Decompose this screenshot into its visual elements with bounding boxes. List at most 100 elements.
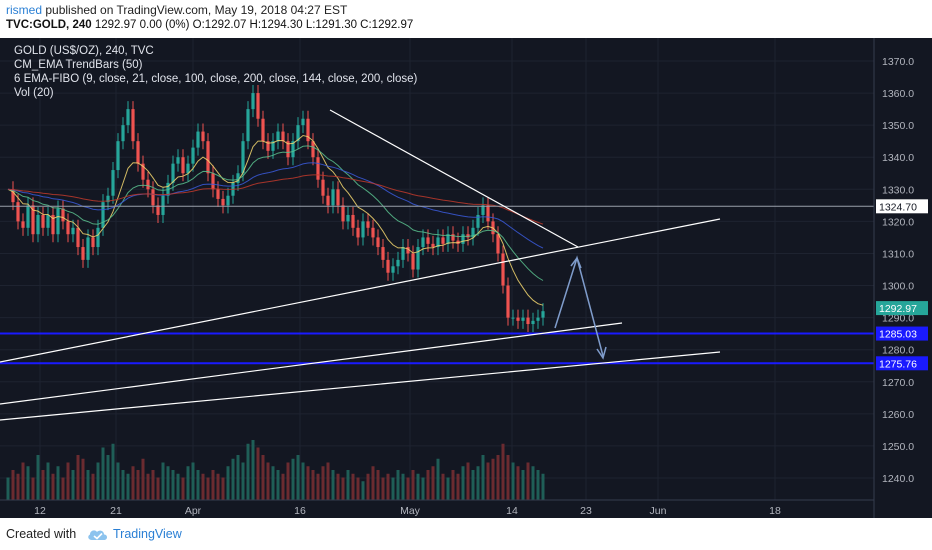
candle <box>21 221 25 228</box>
candle <box>221 198 225 206</box>
candle <box>496 234 500 254</box>
chart-area[interactable]: 1240.0 1250.0 1260.0 1270.0 1280.0 1290.0 1300… <box>0 38 932 518</box>
volume-bar <box>351 473 355 500</box>
candle <box>476 214 480 228</box>
volume-bar <box>301 462 305 500</box>
candle <box>206 141 210 174</box>
channel-line <box>0 322 623 405</box>
candle <box>126 109 130 126</box>
price-tick-label: 1350.0 <box>882 120 914 132</box>
candle <box>56 208 60 235</box>
price-tick-label: 1340.0 <box>882 152 914 164</box>
candle <box>251 93 255 110</box>
candle <box>321 179 325 196</box>
volume-bar <box>221 477 225 500</box>
arrow-head <box>596 346 607 360</box>
volume-bar <box>366 473 370 500</box>
channel-line <box>0 351 721 421</box>
candle <box>41 214 45 228</box>
price-label: 1292.97 <box>879 303 917 315</box>
candle <box>211 173 215 190</box>
price-tick-label: 1310.0 <box>882 248 914 260</box>
trend-drawings <box>0 109 874 421</box>
volume-bar <box>61 477 65 500</box>
volume-bar <box>536 470 540 500</box>
price-tick-label: 1360.0 <box>882 88 914 100</box>
volume-bar <box>101 447 105 500</box>
price-tick-label: 1370.0 <box>882 56 914 68</box>
volume-bar <box>531 466 535 500</box>
volume-bar <box>336 473 340 500</box>
volume-bar <box>36 455 40 500</box>
volume-bar <box>396 470 400 500</box>
price-tick-label: 1260.0 <box>882 409 914 421</box>
support-trendline <box>0 218 721 363</box>
candle <box>431 243 435 248</box>
price-tick-label: 1320.0 <box>882 216 914 228</box>
volume-bar <box>171 470 175 500</box>
candle <box>176 157 180 164</box>
candle <box>81 247 85 260</box>
candle <box>336 189 340 206</box>
legend-symbol: GOLD (US$/OZ), 240, TVC <box>14 45 154 57</box>
candle <box>311 141 315 158</box>
candle <box>16 202 20 222</box>
created-with-label: Created with <box>6 527 77 541</box>
candle <box>96 227 100 248</box>
volume-bar <box>76 455 80 500</box>
quote-line: TVC:GOLD, 240 1292.97 0.00 (0%) O:1292.0… <box>6 19 413 31</box>
time-tick-label: May <box>400 505 421 517</box>
candle <box>481 205 485 215</box>
price-tick-label: 1270.0 <box>882 377 914 389</box>
price-chart[interactable]: 1240.0 1250.0 1260.0 1270.0 1280.0 1290.0 1300… <box>0 38 932 518</box>
candle <box>526 317 530 325</box>
volume-bar <box>276 470 280 500</box>
volume-bar <box>386 473 390 500</box>
candle <box>326 195 330 206</box>
candle <box>106 195 110 203</box>
volume-bar <box>296 455 300 500</box>
candles <box>11 85 545 333</box>
price-label: 1324.70 <box>879 201 917 213</box>
volume-bar <box>131 466 135 500</box>
candle <box>371 227 375 238</box>
tradingview-cloud-icon <box>88 530 107 540</box>
volume-bar <box>511 462 515 500</box>
candle <box>456 240 460 244</box>
volume-bar <box>306 466 310 500</box>
volume-bar <box>231 458 235 500</box>
candle <box>541 311 545 318</box>
symbol-label: TVC:GOLD, 240 <box>6 19 92 31</box>
volume-bar <box>21 462 25 500</box>
candle <box>131 109 135 142</box>
candle <box>256 93 260 119</box>
author-link[interactable]: rismed <box>6 3 43 17</box>
volume-bar <box>486 462 490 500</box>
volume-bar <box>26 466 30 500</box>
legend-trendbars: CM_EMA TrendBars (50) <box>14 59 143 71</box>
volume-bar <box>146 473 150 500</box>
candle <box>406 247 410 254</box>
candle <box>291 141 295 158</box>
price-label-box <box>876 356 928 371</box>
candle <box>351 214 355 228</box>
volume-bar <box>356 477 360 500</box>
volume-bar <box>331 470 335 500</box>
publish-header: rismed published on TradingView.com, May… <box>0 0 932 38</box>
volume-bar <box>321 466 325 500</box>
candle <box>171 163 175 183</box>
time-tick-label: Jun <box>650 505 667 517</box>
candle <box>316 157 320 180</box>
candle <box>506 285 510 318</box>
volume-bar <box>291 458 295 500</box>
volume-bar <box>391 477 395 500</box>
candle <box>426 237 430 244</box>
volume-bar <box>96 462 100 500</box>
volume-bar <box>251 440 255 500</box>
tradingview-brand[interactable]: TradingView <box>113 527 182 541</box>
candle <box>71 227 75 235</box>
time-tick-label: 12 <box>34 505 46 517</box>
volume-bar <box>186 466 190 500</box>
candle <box>361 221 365 238</box>
volume-bar <box>271 466 275 500</box>
